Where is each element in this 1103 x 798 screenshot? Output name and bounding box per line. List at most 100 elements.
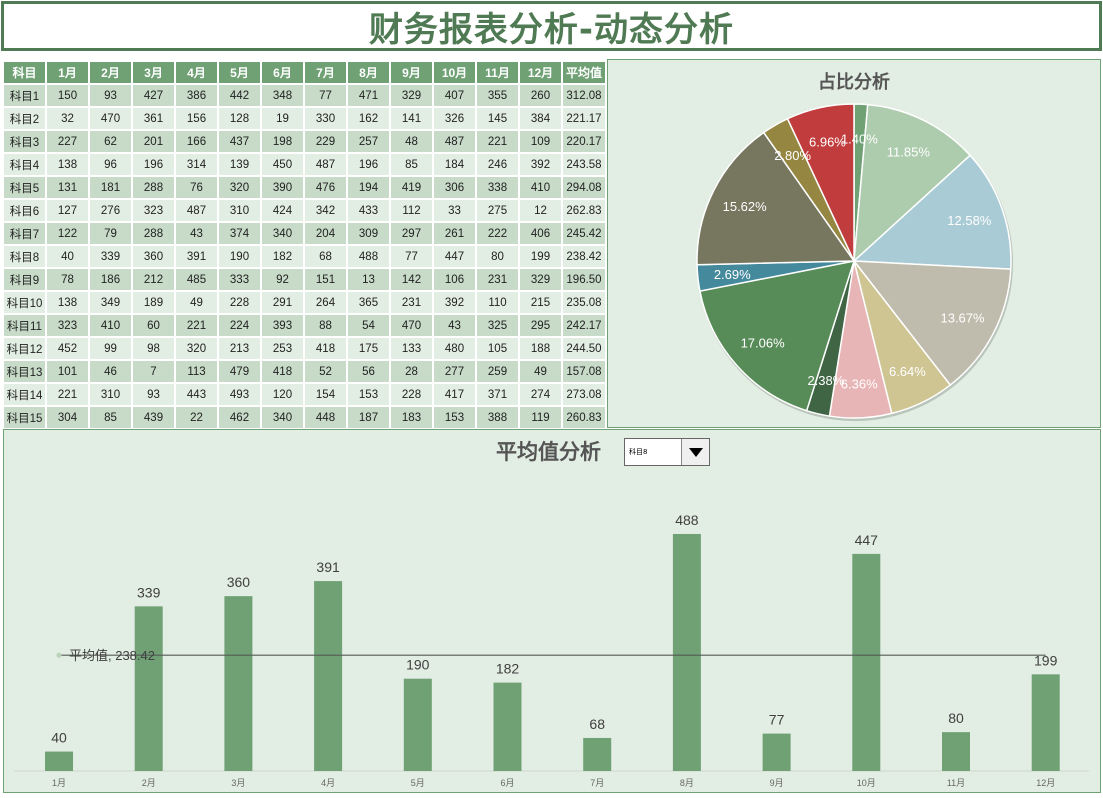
table-cell[interactable]: 447: [432, 244, 477, 269]
table-cell[interactable]: 264: [303, 290, 348, 315]
table-cell[interactable]: 273.08: [561, 382, 607, 407]
table-cell[interactable]: 329: [389, 83, 434, 108]
table-cell[interactable]: 228: [389, 382, 434, 407]
table-cell[interactable]: 253: [260, 336, 305, 361]
table-cell[interactable]: 348: [260, 83, 305, 108]
table-cell[interactable]: 43: [432, 313, 477, 338]
table-cell[interactable]: 22: [174, 405, 219, 430]
table-cell[interactable]: 187: [346, 405, 391, 430]
table-cell[interactable]: 98: [131, 336, 176, 361]
table-cell[interactable]: 221: [45, 382, 90, 407]
table-cell[interactable]: 309: [346, 221, 391, 246]
bar[interactable]: [493, 682, 522, 771]
table-cell[interactable]: 393: [260, 313, 305, 338]
table-cell[interactable]: 392: [518, 152, 563, 177]
table-cell[interactable]: 212: [131, 267, 176, 292]
bar[interactable]: [672, 533, 701, 771]
table-cell[interactable]: 106: [432, 267, 477, 292]
table-cell[interactable]: 12: [518, 198, 563, 223]
table-cell[interactable]: 221.17: [561, 106, 607, 131]
table-cell[interactable]: 479: [217, 359, 262, 384]
table-cell[interactable]: 312.08: [561, 83, 607, 108]
table-cell[interactable]: 360: [131, 244, 176, 269]
table-cell[interactable]: 204: [303, 221, 348, 246]
bar[interactable]: [583, 737, 612, 771]
bar[interactable]: [224, 596, 253, 771]
table-cell[interactable]: 101: [45, 359, 90, 384]
table-cell[interactable]: 128: [217, 106, 262, 131]
table-cell[interactable]: 338: [475, 175, 520, 200]
table-cell[interactable]: 276: [88, 198, 133, 223]
table-cell[interactable]: 93: [131, 382, 176, 407]
table-cell[interactable]: 175: [346, 336, 391, 361]
table-cell[interactable]: 199: [518, 244, 563, 269]
table-cell[interactable]: 243.58: [561, 152, 607, 177]
table-cell[interactable]: 40: [45, 244, 90, 269]
table-cell[interactable]: 181: [88, 175, 133, 200]
table-cell[interactable]: 96: [88, 152, 133, 177]
table-cell[interactable]: 224: [217, 313, 262, 338]
table-cell[interactable]: 162: [346, 106, 391, 131]
table-cell[interactable]: 19: [260, 106, 305, 131]
table-cell[interactable]: 60: [131, 313, 176, 338]
table-cell[interactable]: 213: [217, 336, 262, 361]
table-cell[interactable]: 410: [518, 175, 563, 200]
table-cell[interactable]: 439: [131, 405, 176, 430]
table-cell[interactable]: 49: [174, 290, 219, 315]
table-cell[interactable]: 304: [45, 405, 90, 430]
table-cell[interactable]: 145: [475, 106, 520, 131]
table-cell[interactable]: 228: [217, 290, 262, 315]
table-cell[interactable]: 79: [88, 221, 133, 246]
table-cell[interactable]: 274: [518, 382, 563, 407]
table-cell[interactable]: 186: [88, 267, 133, 292]
table-cell[interactable]: 259: [475, 359, 520, 384]
table-cell[interactable]: 442: [217, 83, 262, 108]
table-cell[interactable]: 371: [475, 382, 520, 407]
table-cell[interactable]: 329: [518, 267, 563, 292]
pie-slice[interactable]: [852, 154, 1012, 270]
table-cell[interactable]: 310: [88, 382, 133, 407]
table-cell[interactable]: 291: [260, 290, 305, 315]
bar[interactable]: [45, 751, 73, 771]
table-cell[interactable]: 424: [260, 198, 305, 223]
table-cell[interactable]: 184: [432, 152, 477, 177]
table-cell[interactable]: 487: [432, 129, 477, 154]
table-cell[interactable]: 221: [475, 129, 520, 154]
table-cell[interactable]: 314: [174, 152, 219, 177]
table-cell[interactable]: 7: [131, 359, 176, 384]
table-cell[interactable]: 188: [518, 336, 563, 361]
table-cell[interactable]: 49: [518, 359, 563, 384]
table-cell[interactable]: 448: [303, 405, 348, 430]
table-cell[interactable]: 288: [131, 175, 176, 200]
table-cell[interactable]: 361: [131, 106, 176, 131]
table-cell[interactable]: 32: [45, 106, 90, 131]
row-label-cell[interactable]: 科目12: [2, 336, 47, 361]
table-cell[interactable]: 365: [346, 290, 391, 315]
table-cell[interactable]: 131: [45, 175, 90, 200]
table-cell[interactable]: 133: [389, 336, 434, 361]
table-cell[interactable]: 306: [432, 175, 477, 200]
table-cell[interactable]: 450: [260, 152, 305, 177]
table-cell[interactable]: 493: [217, 382, 262, 407]
table-cell[interactable]: 153: [432, 405, 477, 430]
table-cell[interactable]: 138: [45, 152, 90, 177]
table-cell[interactable]: 112: [389, 198, 434, 223]
table-cell[interactable]: 487: [174, 198, 219, 223]
table-cell[interactable]: 93: [88, 83, 133, 108]
row-label-cell[interactable]: 科目9: [2, 267, 47, 292]
table-cell[interactable]: 374: [217, 221, 262, 246]
table-cell[interactable]: 260: [518, 83, 563, 108]
table-cell[interactable]: 339: [88, 244, 133, 269]
table-cell[interactable]: 119: [518, 405, 563, 430]
dropdown-arrow-button[interactable]: [681, 439, 709, 465]
table-cell[interactable]: 384: [518, 106, 563, 131]
table-cell[interactable]: 433: [346, 198, 391, 223]
table-cell[interactable]: 85: [88, 405, 133, 430]
table-cell[interactable]: 122: [45, 221, 90, 246]
table-cell[interactable]: 406: [518, 221, 563, 246]
table-cell[interactable]: 245.42: [561, 221, 607, 246]
table-cell[interactable]: 235.08: [561, 290, 607, 315]
table-cell[interactable]: 320: [217, 175, 262, 200]
table-cell[interactable]: 325: [475, 313, 520, 338]
table-cell[interactable]: 153: [346, 382, 391, 407]
